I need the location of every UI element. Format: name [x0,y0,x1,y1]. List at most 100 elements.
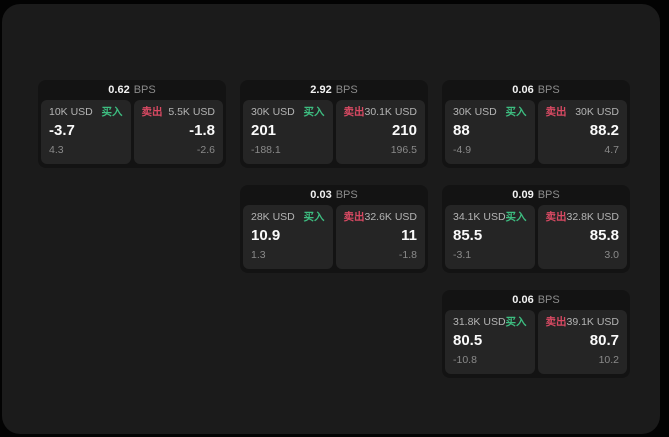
quote-body: 10K USD 买入 -3.7 4.3 卖出 5.5K USD -1.8 -2.… [38,100,226,168]
buy-quote-tile[interactable]: 28K USD 买入 10.9 1.3 [243,205,333,269]
buy-size: 30K USD [251,106,295,118]
sell-side-label: 卖出 [545,106,567,118]
sell-delta: 10.2 [598,354,619,367]
buy-tile-header: 31.8K USD 买入 [453,316,527,329]
buy-quote-tile[interactable]: 34.1K USD 买入 85.5 -3.1 [445,205,535,269]
quote-card: 0.06 BPS 31.8K USD 买入 80.5 -10.8 卖出 39.1… [442,290,630,378]
spread-value: 0.62 [108,83,130,96]
buy-price: 80.5 [453,331,483,349]
sell-quote-tile[interactable]: 卖出 5.5K USD -1.8 -2.6 [133,100,223,164]
sell-delta: -2.6 [196,144,215,157]
sell-tile-header: 卖出 32.8K USD [545,211,620,224]
buy-quote-tile[interactable]: 30K USD 买入 88 -4.9 [445,100,535,164]
spread-unit-label: BPS [537,188,560,201]
sell-delta: 196.5 [390,144,417,157]
spread-header: 0.06 BPS [442,290,630,310]
buy-delta: -3.1 [453,249,472,262]
quote-body: 31.8K USD 买入 80.5 -10.8 卖出 39.1K USD 80.… [442,310,630,378]
sell-price: -1.8 [189,121,215,139]
buy-size: 10K USD [49,106,93,118]
buy-price: -3.7 [49,121,75,139]
spread-value: 2.92 [310,83,332,96]
buy-side-label: 买入 [303,211,325,223]
buy-side-label: 买入 [101,106,123,118]
buy-quote-tile[interactable]: 10K USD 买入 -3.7 4.3 [41,100,131,164]
sell-size: 32.6K USD [364,211,418,223]
sell-quote-tile[interactable]: 卖出 30.1K USD 210 196.5 [335,100,425,164]
buy-side-label: 买入 [505,316,527,328]
buy-tile-header: 30K USD 买入 [251,106,325,119]
buy-delta: -4.9 [453,144,472,157]
buy-price: 85.5 [453,226,483,244]
sell-side-label: 卖出 [343,211,365,223]
buy-side-label: 买入 [303,106,325,118]
sell-side-label: 卖出 [141,106,163,118]
quotes-grid: 0.62 BPS 10K USD 买入 -3.7 4.3 卖出 5.5K USD… [38,80,630,378]
buy-delta: -188.1 [251,144,281,157]
sell-size: 30K USD [575,106,619,118]
buy-size: 34.1K USD [453,211,506,223]
spread-header: 2.92 BPS [240,80,428,100]
buy-delta: 4.3 [49,144,64,157]
spread-value: 0.03 [310,188,332,201]
spread-unit-label: BPS [537,83,560,96]
buy-tile-header: 28K USD 买入 [251,211,325,224]
buy-delta: 1.3 [251,249,266,262]
spread-value: 0.06 [512,293,534,306]
quotes-panel: 0.62 BPS 10K USD 买入 -3.7 4.3 卖出 5.5K USD… [2,4,660,434]
sell-tile-header: 卖出 30.1K USD [344,106,418,119]
sell-delta: 3.0 [604,249,619,262]
sell-tile-header: 卖出 32.6K USD [343,211,418,224]
quote-card: 0.06 BPS 30K USD 买入 88 -4.9 卖出 30K USD 8… [442,80,630,168]
quote-card: 0.09 BPS 34.1K USD 买入 85.5 -3.1 卖出 32.8K… [442,185,630,273]
spread-header: 0.06 BPS [442,80,630,100]
quote-card: 0.62 BPS 10K USD 买入 -3.7 4.3 卖出 5.5K USD… [38,80,226,168]
sell-size: 39.1K USD [566,316,620,328]
sell-quote-tile[interactable]: 卖出 32.6K USD 11 -1.8 [335,205,425,269]
spread-unit-label: BPS [335,83,358,96]
buy-size: 30K USD [453,106,497,118]
sell-side-label: 卖出 [545,211,567,223]
buy-price: 88 [453,121,470,139]
sell-tile-header: 卖出 39.1K USD [545,316,620,329]
sell-price: 80.7 [589,331,619,349]
buy-size: 31.8K USD [453,316,506,328]
buy-price: 201 [251,121,277,139]
buy-size: 28K USD [251,211,295,223]
sell-quote-tile[interactable]: 卖出 39.1K USD 80.7 10.2 [537,310,627,374]
quote-body: 28K USD 买入 10.9 1.3 卖出 32.6K USD 11 -1.8 [240,205,428,273]
sell-price: 210 [391,121,417,139]
quote-card: 0.03 BPS 28K USD 买入 10.9 1.3 卖出 32.6K US… [240,185,428,273]
spread-unit-label: BPS [335,188,358,201]
buy-side-label: 买入 [505,211,527,223]
spread-header: 0.09 BPS [442,185,630,205]
quote-card: 2.92 BPS 30K USD 买入 201 -188.1 卖出 30.1K … [240,80,428,168]
spread-unit-label: BPS [133,83,156,96]
sell-tile-header: 卖出 5.5K USD [141,106,216,119]
buy-tile-header: 34.1K USD 买入 [453,211,527,224]
sell-price: 11 [401,226,417,244]
sell-price: 85.8 [589,226,619,244]
sell-size: 5.5K USD [168,106,215,118]
buy-tile-header: 30K USD 买入 [453,106,527,119]
sell-quote-tile[interactable]: 卖出 32.8K USD 85.8 3.0 [537,205,627,269]
spread-unit-label: BPS [537,293,560,306]
buy-side-label: 买入 [505,106,527,118]
sell-price: 88.2 [589,121,619,139]
sell-size: 30.1K USD [364,106,418,118]
spread-header: 0.03 BPS [240,185,428,205]
buy-delta: -10.8 [453,354,477,367]
spread-header: 0.62 BPS [38,80,226,100]
buy-quote-tile[interactable]: 30K USD 买入 201 -188.1 [243,100,333,164]
buy-quote-tile[interactable]: 31.8K USD 买入 80.5 -10.8 [445,310,535,374]
sell-size: 32.8K USD [566,211,620,223]
buy-price: 10.9 [251,226,281,244]
sell-quote-tile[interactable]: 卖出 30K USD 88.2 4.7 [537,100,627,164]
sell-delta: -1.8 [398,249,417,262]
spread-value: 0.06 [512,83,534,96]
spread-value: 0.09 [512,188,534,201]
sell-side-label: 卖出 [545,316,567,328]
sell-delta: 4.7 [604,144,619,157]
quote-body: 30K USD 买入 88 -4.9 卖出 30K USD 88.2 4.7 [442,100,630,168]
